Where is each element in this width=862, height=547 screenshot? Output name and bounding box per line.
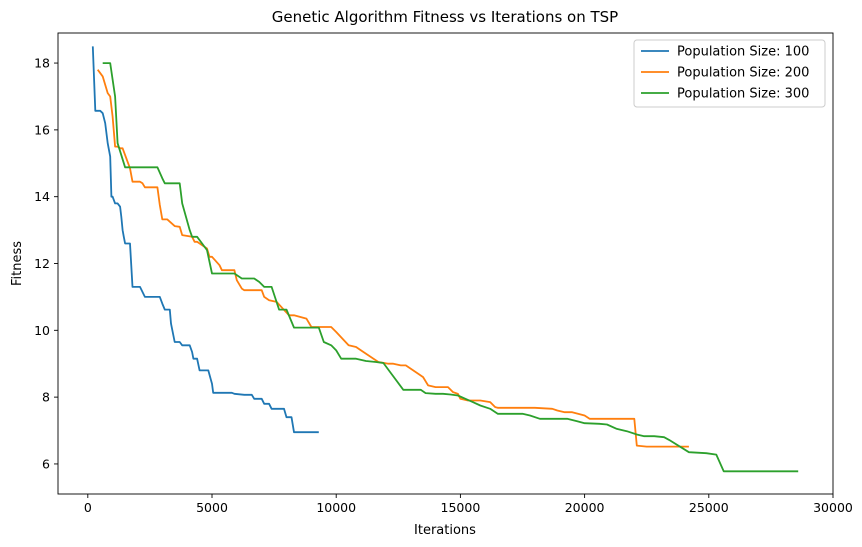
y-axis-label: Fitness bbox=[10, 241, 25, 286]
legend-label-1: Population Size: 100 bbox=[677, 45, 809, 60]
x-tick-label: 30000 bbox=[813, 500, 853, 515]
x-tick-label: 15000 bbox=[441, 500, 481, 515]
x-tick-label: 5000 bbox=[196, 500, 228, 515]
legend: Population Size: 100 Population Size: 200… bbox=[633, 39, 826, 108]
series-line-1 bbox=[91, 46, 319, 434]
y-tick-label: 6 bbox=[42, 456, 50, 471]
y-axis-ticks: 6 8 10 12 14 16 18 bbox=[34, 56, 58, 471]
series-line-3 bbox=[102, 62, 799, 473]
y-tick-label: 12 bbox=[34, 256, 50, 271]
chart-title: Genetic Algorithm Fitness vs Iterations … bbox=[272, 8, 618, 26]
x-tick-label: 20000 bbox=[565, 500, 605, 515]
y-tick-label: 16 bbox=[34, 122, 50, 137]
y-tick-label: 10 bbox=[34, 323, 50, 338]
y-tick-label: 8 bbox=[42, 390, 50, 405]
x-tick-label: 0 bbox=[84, 500, 92, 515]
legend-label-3: Population Size: 300 bbox=[677, 87, 809, 102]
y-tick-label: 14 bbox=[34, 189, 50, 204]
x-tick-label: 10000 bbox=[316, 500, 356, 515]
y-tick-label: 18 bbox=[34, 56, 50, 71]
x-axis-ticks: 0 5000 10000 15000 20000 25000 30000 bbox=[84, 494, 853, 515]
series-lines bbox=[91, 46, 799, 473]
x-axis-label: Iterations bbox=[414, 523, 476, 538]
series-line-2 bbox=[96, 69, 689, 448]
legend-box bbox=[633, 39, 826, 108]
x-tick-label: 25000 bbox=[689, 500, 729, 515]
legend-label-2: Population Size: 200 bbox=[677, 66, 809, 81]
